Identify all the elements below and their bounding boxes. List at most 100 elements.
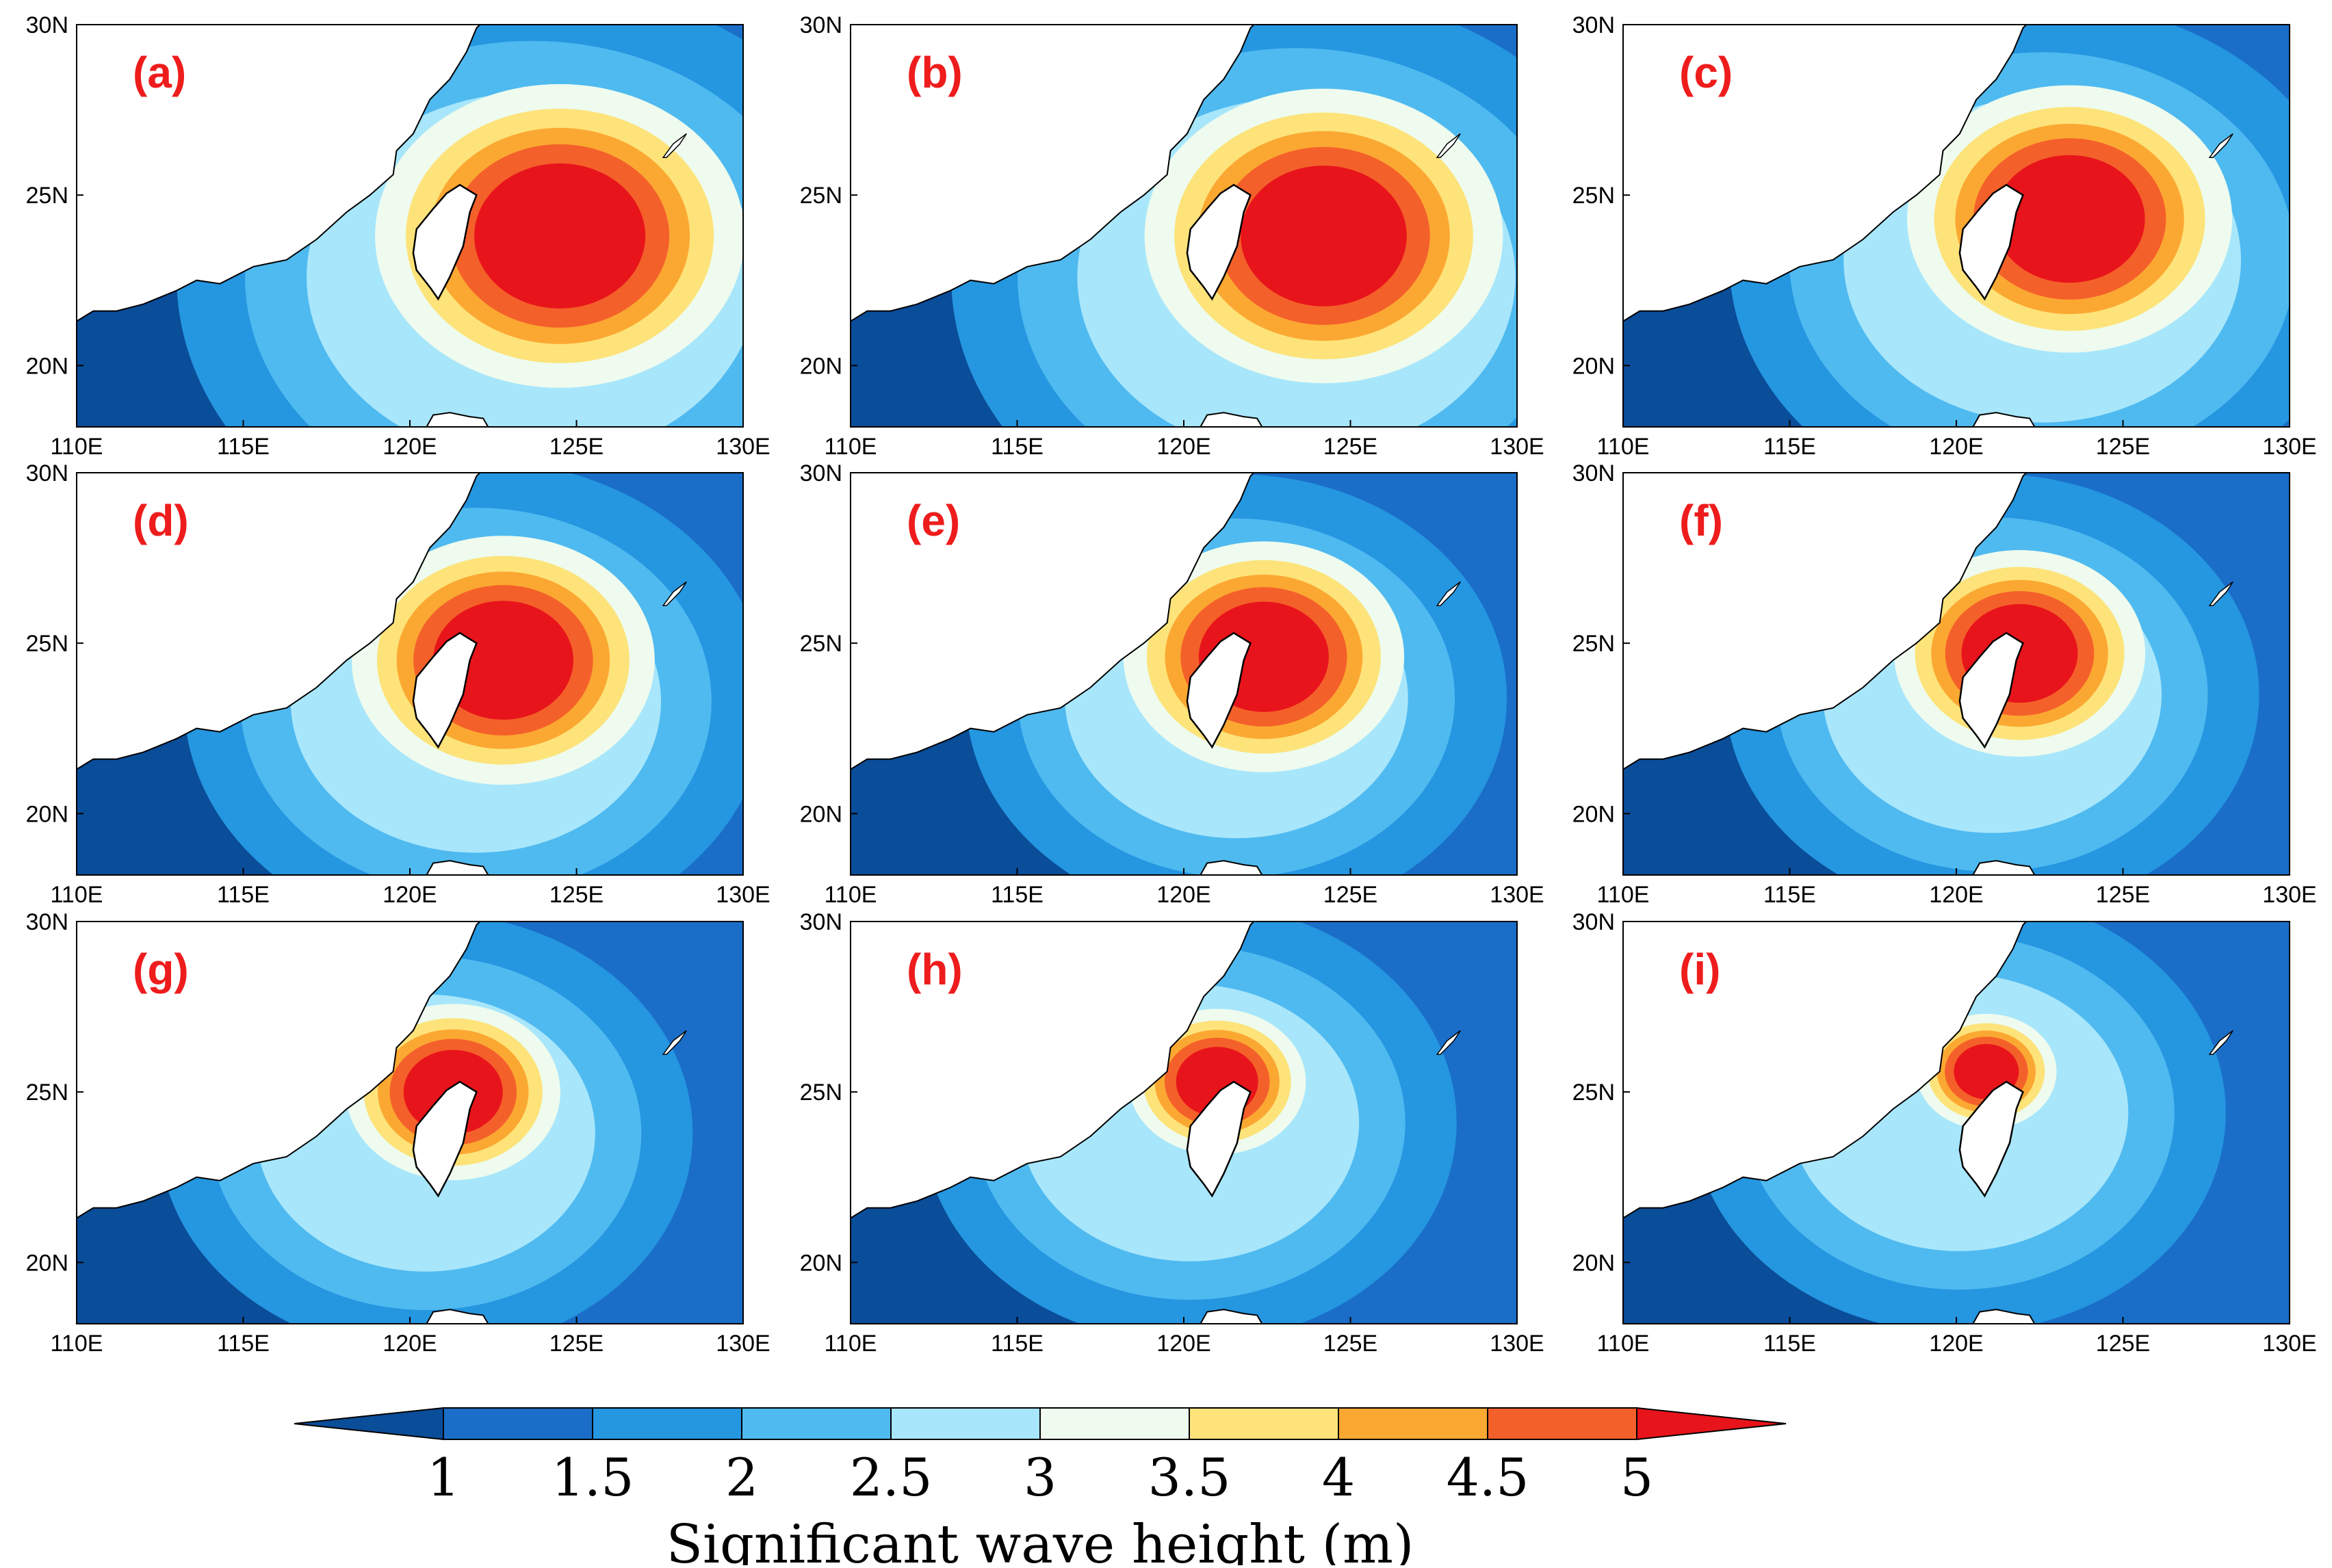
x-tick-label: 110E	[1597, 434, 1650, 460]
map-panel: (f) 110E 115E 120E 125E 130E 30N 25N 20N	[1572, 460, 2317, 908]
colorbar-tick-label: 3.5	[1148, 1447, 1231, 1508]
x-tick-label: 130E	[1490, 882, 1544, 908]
panel-label: (e)	[907, 496, 960, 545]
x-tick-label: 130E	[716, 882, 770, 908]
map-panel: (g) 110E 115E 120E 125E 130E 30N 25N 20N	[26, 909, 770, 1357]
x-tick-label: 110E	[51, 434, 103, 460]
panel-label: (b)	[907, 48, 963, 97]
map-panel: (i) 110E 115E 120E 125E 130E 30N 25N 20N	[1572, 909, 2317, 1357]
x-tick-label: 115E	[217, 882, 270, 908]
taiwan-island	[412, 1080, 478, 1198]
ryukyu-island	[662, 133, 687, 159]
y-tick-label: 20N	[26, 353, 68, 379]
y-tick-label: 20N	[1572, 801, 1615, 827]
x-tick-label: 120E	[1156, 434, 1210, 460]
mainland-coast	[77, 922, 481, 1219]
colorbar-tick-label: 2	[725, 1447, 758, 1508]
colorbar-tick-label: 4	[1322, 1447, 1355, 1508]
y-tick-label: 30N	[1572, 12, 1615, 38]
colorbar-segment	[592, 1407, 742, 1440]
panel-label: (h)	[907, 945, 963, 994]
x-tick-label: 115E	[1763, 882, 1816, 908]
x-tick-label: 125E	[549, 882, 604, 908]
luzon-coast	[426, 412, 489, 427]
taiwan-island	[1186, 183, 1252, 301]
map-panel: (d) 110E 115E 120E 125E 130E 30N 25N 20N	[26, 460, 770, 908]
y-tick-label: 30N	[800, 12, 842, 38]
luzon-coast	[426, 860, 489, 875]
colorbar-tick-label: 3	[1024, 1447, 1057, 1508]
colorbar-high-arrow	[1636, 1407, 1787, 1441]
luzon-coast	[1200, 1309, 1263, 1324]
colorbar-segment	[1189, 1407, 1339, 1440]
ryukyu-island	[1436, 581, 1461, 607]
y-tick-label: 20N	[26, 1250, 68, 1276]
x-tick-label: 115E	[1763, 434, 1816, 460]
y-tick-label: 25N	[1572, 631, 1615, 657]
y-tick-label: 25N	[26, 631, 68, 657]
mainland-coast	[851, 922, 1255, 1219]
x-tick-label: 120E	[1929, 1331, 1983, 1357]
x-tick-label: 120E	[1929, 434, 1983, 460]
y-tick-label: 30N	[26, 909, 68, 935]
x-tick-label: 110E	[51, 882, 103, 908]
y-tick-label: 25N	[26, 1080, 68, 1106]
y-tick-label: 30N	[26, 12, 68, 38]
wave-height-contour	[1994, 155, 2145, 283]
mainland-coast	[77, 473, 481, 770]
luzon-coast	[1972, 860, 2036, 875]
map-panel: (b) 110E 115E 120E 125E 130E 30N 25N 20N	[800, 12, 1544, 460]
ryukyu-island	[1436, 133, 1461, 159]
wave-height-contour	[474, 163, 646, 309]
panel-label: (g)	[133, 945, 189, 994]
x-tick-label: 110E	[825, 1331, 877, 1357]
x-tick-label: 125E	[2096, 1331, 2150, 1357]
x-tick-label: 115E	[991, 882, 1044, 908]
mainland-coast	[1623, 25, 2027, 322]
y-tick-label: 30N	[26, 460, 68, 486]
ryukyu-island	[662, 1030, 687, 1056]
x-tick-label: 115E	[217, 434, 270, 460]
x-tick-label: 120E	[1156, 882, 1210, 908]
y-tick-label: 25N	[26, 183, 68, 209]
x-tick-label: 125E	[2096, 882, 2150, 908]
mainland-coast	[851, 473, 1255, 770]
taiwan-island	[1186, 1080, 1252, 1198]
ryukyu-island	[2208, 1030, 2233, 1056]
x-tick-label: 120E	[1156, 1331, 1210, 1357]
panels-layer: (a) 110E 115E 120E 125E 130E 30N 25N 20N (b) 110E 1…	[26, 12, 2317, 1357]
y-tick-label: 20N	[1572, 353, 1615, 379]
x-tick-label: 115E	[991, 434, 1044, 460]
x-tick-label: 110E	[1597, 1331, 1650, 1357]
x-tick-label: 120E	[383, 882, 437, 908]
colorbar-tick-label: 1	[427, 1447, 460, 1508]
map-panel: (e) 110E 115E 120E 125E 130E 30N 25N 20N	[800, 460, 1544, 908]
x-tick-label: 130E	[2262, 434, 2316, 460]
panel-label: (i)	[1679, 945, 1720, 994]
x-tick-label: 115E	[991, 1331, 1044, 1357]
x-tick-label: 120E	[383, 434, 437, 460]
x-tick-label: 130E	[716, 1331, 770, 1357]
colorbar-segment	[741, 1407, 892, 1440]
x-tick-label: 110E	[51, 1331, 103, 1357]
y-tick-label: 30N	[800, 460, 842, 486]
wave-height-contour	[1241, 166, 1407, 306]
x-tick-label: 125E	[549, 434, 604, 460]
x-tick-label: 125E	[1323, 882, 1377, 908]
x-tick-label: 115E	[1763, 1331, 1816, 1357]
y-tick-label: 20N	[26, 801, 68, 827]
x-tick-label: 130E	[2262, 1331, 2316, 1357]
taiwan-island	[412, 183, 478, 301]
y-tick-label: 25N	[800, 183, 842, 209]
colorbar: 1 1.5 2 2.5 3 3.5 4 4.5 5 Significant wave height…	[294, 1407, 1787, 1568]
ryukyu-island	[1436, 1030, 1461, 1056]
x-tick-label: 125E	[1323, 1331, 1377, 1357]
colorbar-tick-label: 5	[1620, 1447, 1653, 1508]
luzon-coast	[1972, 1309, 2036, 1324]
taiwan-island	[1958, 631, 2024, 749]
map-panel: (h) 110E 115E 120E 125E 130E 30N 25N 20N	[800, 909, 1544, 1357]
ryukyu-island	[2208, 581, 2233, 607]
colorbar-low-arrow	[294, 1407, 444, 1441]
